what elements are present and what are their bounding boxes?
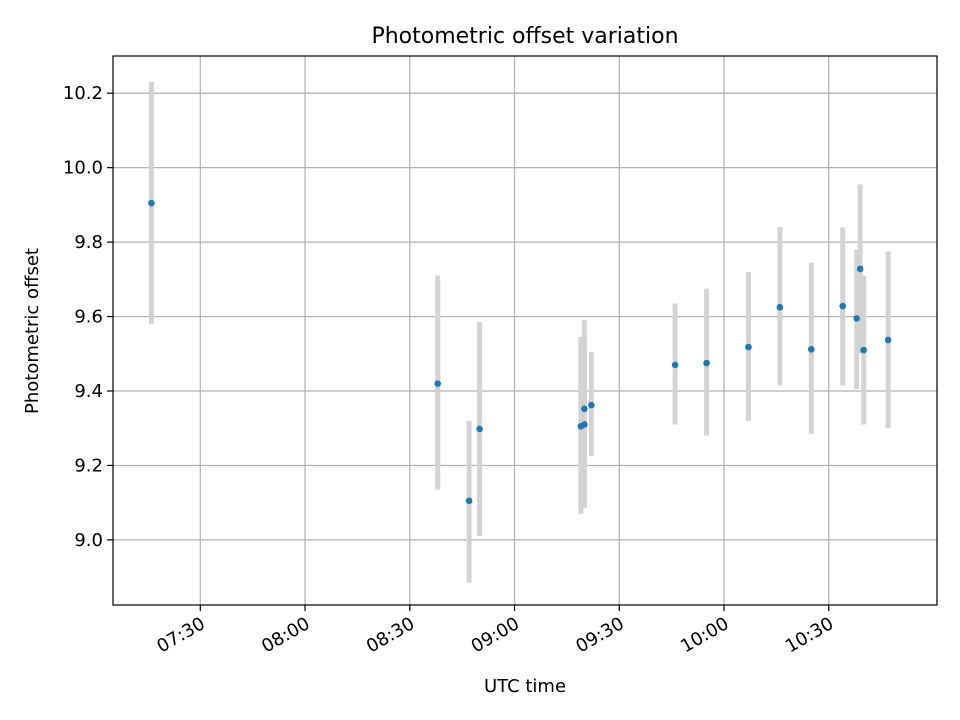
data-point [581,421,588,428]
y-axis-ticks: 9.0 9.2 9.4 9.6 9.8 10.0 10.2 [63,83,113,551]
y-axis-label: Photometric offset [22,248,43,414]
data-point [745,343,752,351]
y-tick-label: 10.2 [63,83,103,104]
y-tick-label: 9.0 [74,530,103,551]
data-point [860,346,867,354]
data-point [703,359,710,367]
y-tick-label: 9.8 [74,232,103,253]
grid [113,56,937,605]
data-point [434,380,442,387]
chart-title: Photometric offset variation [371,24,678,49]
data-point [853,315,860,322]
data-point [884,336,892,344]
y-tick-label: 9.6 [74,307,103,328]
data-point [148,199,155,207]
data-point [465,497,473,505]
data-point [839,302,847,310]
data-point [476,425,483,433]
plot-frame [112,55,938,606]
data-point [856,265,864,273]
data-point [671,361,679,369]
data-point [588,401,595,409]
data-point [808,345,815,353]
y-tick-label: 9.2 [74,455,103,476]
data-point [581,405,588,413]
data-points [148,199,892,505]
x-axis-label: UTC time [484,676,566,697]
data-point [776,303,784,311]
y-tick-label: 9.4 [74,381,103,402]
y-tick-label: 10.0 [63,158,103,179]
